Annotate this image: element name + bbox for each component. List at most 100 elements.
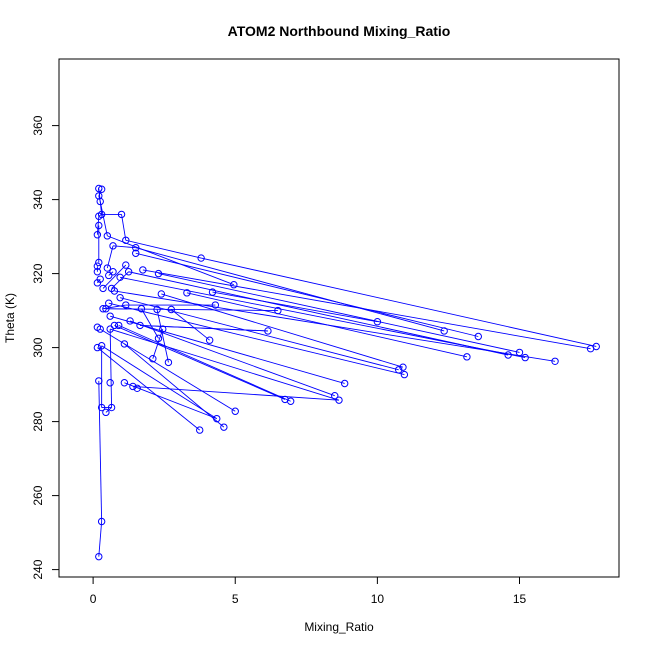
data-point <box>124 268 133 276</box>
series-line-segment <box>98 521 103 557</box>
data-point <box>122 301 130 309</box>
data-point <box>400 370 409 379</box>
data-point <box>97 342 106 350</box>
x-tick-label: 10 <box>371 592 385 606</box>
data-point <box>157 290 166 298</box>
x-tick-label: 0 <box>90 592 97 606</box>
data-point <box>153 305 161 314</box>
data-point <box>99 305 107 313</box>
data-point <box>230 281 238 289</box>
data-point <box>120 340 129 348</box>
series-line-segment <box>142 269 591 350</box>
data-point <box>105 271 113 280</box>
data-point <box>515 348 524 357</box>
series-line-segment <box>110 328 340 401</box>
data-point <box>139 266 147 274</box>
data-point <box>183 289 191 297</box>
series-line-segment <box>99 328 236 412</box>
data-point <box>132 244 140 252</box>
data-point <box>167 305 175 314</box>
data-point <box>110 321 119 330</box>
data-point <box>120 379 129 387</box>
y-tick-label: 320 <box>31 263 45 283</box>
series-line-segment <box>135 247 445 332</box>
data-point <box>474 332 482 341</box>
data-point <box>504 351 512 359</box>
series-line-segment <box>102 304 126 310</box>
data-point <box>440 327 448 335</box>
data-point <box>335 396 343 404</box>
series-line-segment <box>106 245 114 269</box>
data-point <box>99 284 107 293</box>
data-point <box>264 327 272 335</box>
series-line-segment <box>161 293 404 368</box>
x-axis: 0 5 10 15 <box>90 577 527 606</box>
series-line-segment <box>118 324 291 402</box>
data-point <box>95 258 103 267</box>
data-point <box>116 293 124 302</box>
series-line-segment <box>112 245 136 249</box>
data-point <box>110 287 119 295</box>
data-point <box>154 269 163 278</box>
data-point <box>106 312 114 320</box>
y-tick-label: 240 <box>31 559 45 579</box>
series-line-segment <box>128 271 509 356</box>
data-point <box>95 377 103 385</box>
series-line-segment <box>98 214 102 217</box>
data-point <box>149 355 157 363</box>
data-point <box>97 517 106 526</box>
y-tick-label: 360 <box>31 115 45 135</box>
series-line-segment <box>141 308 159 339</box>
series-line-segment <box>124 382 217 420</box>
data-point <box>274 306 282 315</box>
series-points <box>93 184 600 561</box>
series-line-segment <box>201 257 597 347</box>
chart-title: ATOM2 Northbound Mixing_Ratio <box>228 23 451 39</box>
data-point <box>106 379 114 387</box>
data-point <box>93 231 102 239</box>
data-point <box>286 397 295 405</box>
data-point <box>132 249 140 257</box>
series-line-segment <box>212 291 378 323</box>
series-line-segment <box>156 309 169 363</box>
data-point <box>463 353 471 361</box>
series-line-segment <box>101 345 218 420</box>
data-point <box>96 325 104 333</box>
x-axis-label: Mixing_Ratio <box>304 620 374 634</box>
y-tick-label: 260 <box>31 485 45 505</box>
series-line-segment <box>114 324 286 400</box>
data-point <box>114 321 123 330</box>
series-line-segment <box>99 201 108 236</box>
data-point <box>208 288 217 296</box>
data-point <box>93 279 102 287</box>
data-point <box>109 242 117 250</box>
data-point <box>159 325 167 333</box>
y-axis-label: Theta (K) <box>3 293 17 343</box>
series-lines <box>96 188 597 557</box>
data-point <box>340 379 349 388</box>
series-line-segment <box>158 273 520 353</box>
data-point <box>95 221 103 230</box>
y-tick-label: 280 <box>31 411 45 431</box>
data-point <box>394 366 403 374</box>
data-point <box>164 358 173 367</box>
series-line-segment <box>105 407 112 413</box>
data-point <box>102 305 110 313</box>
data-point <box>109 268 117 276</box>
data-point <box>129 382 137 391</box>
data-point <box>93 262 102 270</box>
data-point <box>122 261 130 269</box>
data-point <box>137 305 146 313</box>
series-line-segment <box>98 380 103 522</box>
series-line-segment <box>108 271 114 276</box>
data-point <box>117 210 126 219</box>
data-point <box>220 423 228 431</box>
x-tick-label: 15 <box>513 592 527 606</box>
data-point <box>154 334 163 343</box>
data-point <box>586 345 595 353</box>
data-point <box>331 392 339 400</box>
data-point <box>373 318 382 326</box>
data-point <box>116 273 124 281</box>
series-line-segment <box>135 252 479 337</box>
